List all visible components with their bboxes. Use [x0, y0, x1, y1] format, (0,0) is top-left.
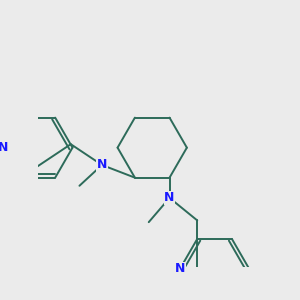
Text: N: N: [164, 191, 175, 204]
Text: N: N: [97, 158, 107, 172]
Text: N: N: [175, 262, 185, 275]
Text: N: N: [0, 141, 8, 154]
